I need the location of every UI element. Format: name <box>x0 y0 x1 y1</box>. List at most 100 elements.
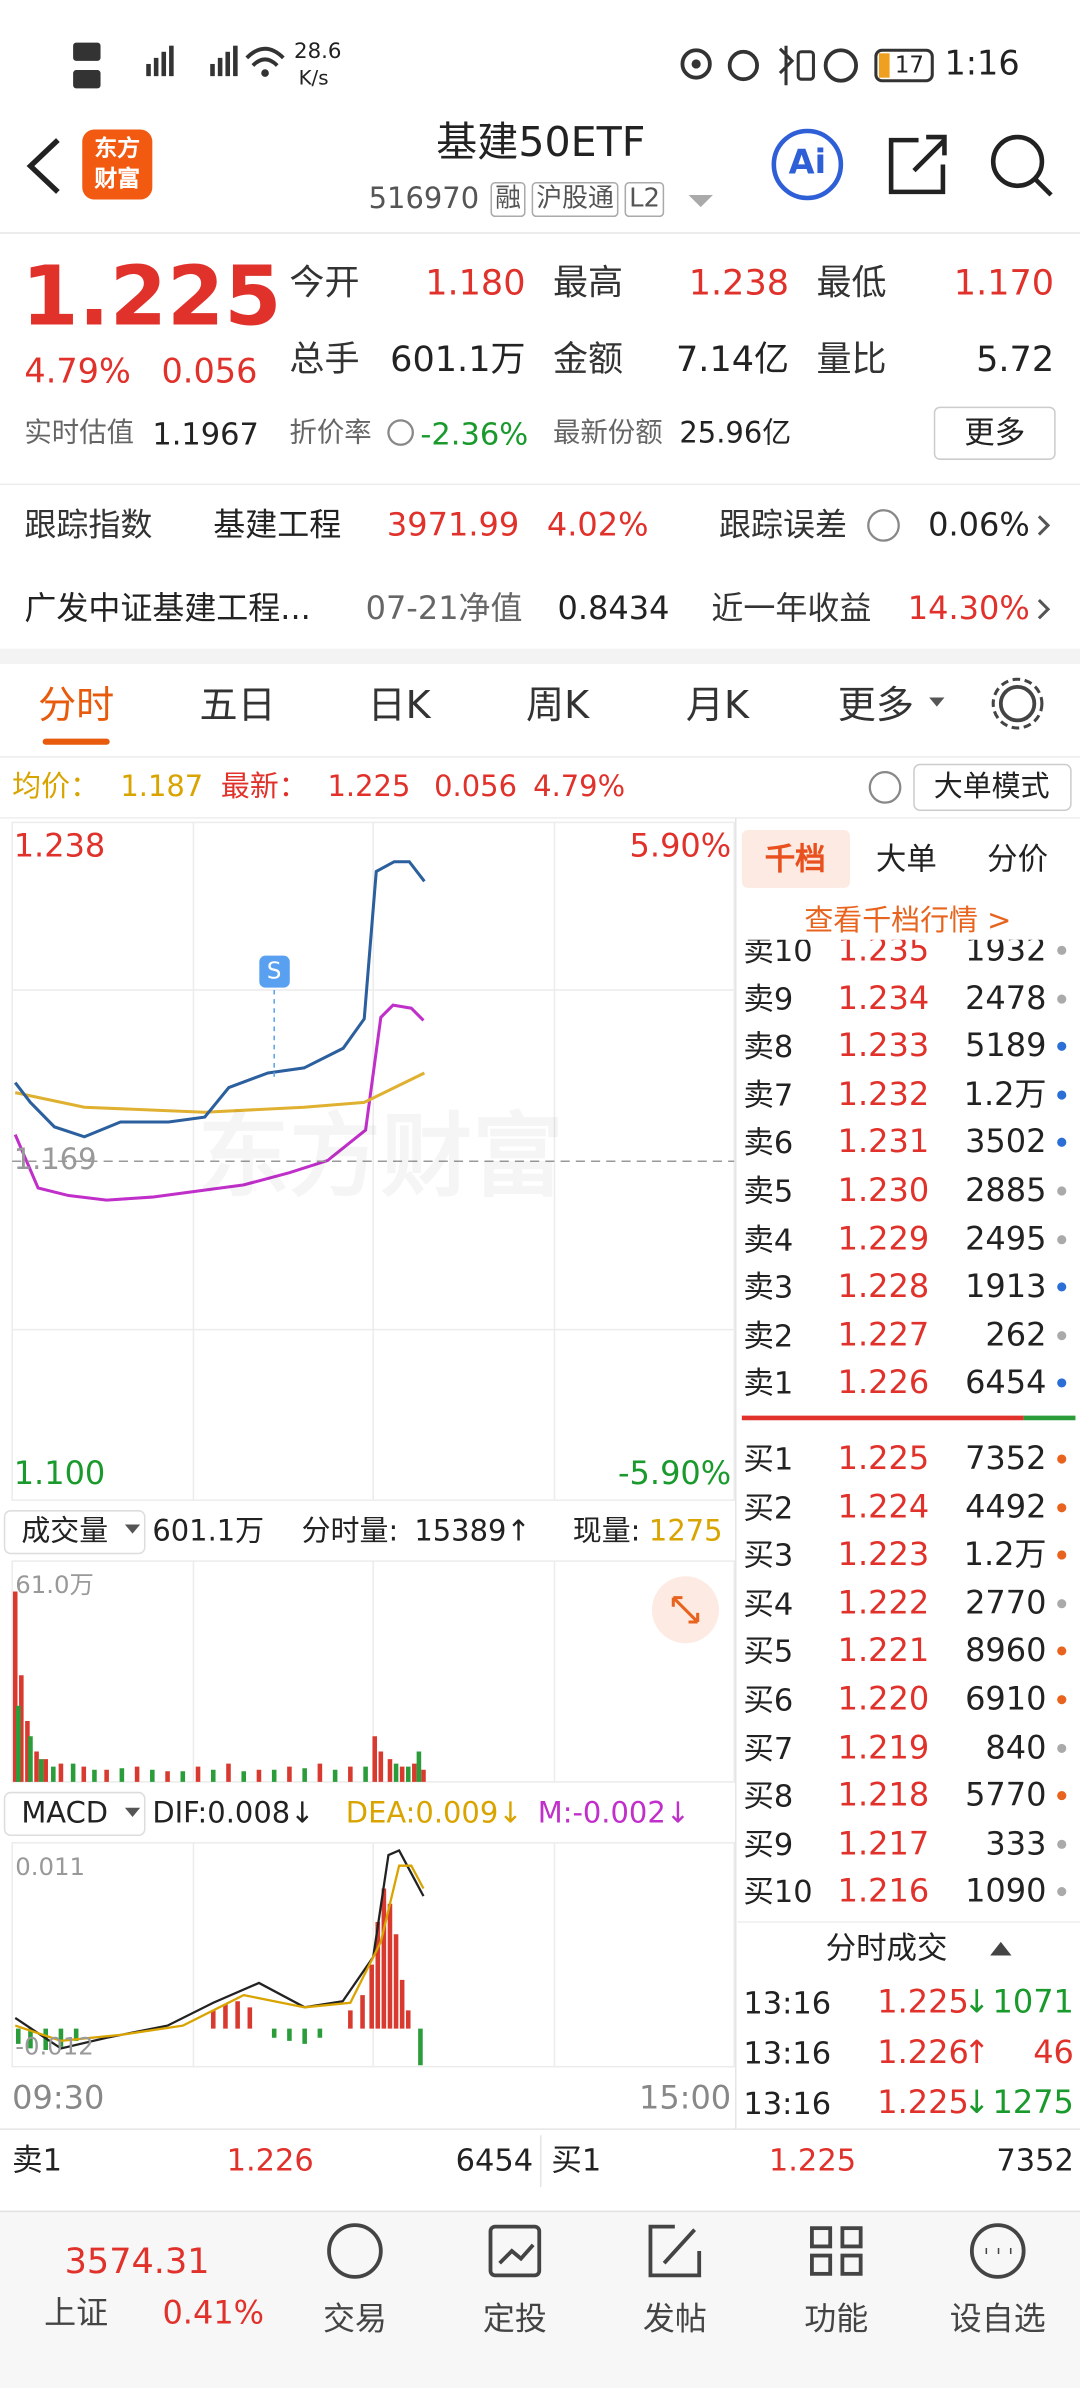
last-price: 1.225 <box>21 248 282 345</box>
book-link[interactable]: 查看千档行情 > <box>804 903 1012 938</box>
index-percent[interactable]: 0.41% <box>162 2294 265 2331</box>
level-volume: 2495 <box>965 1220 1047 1257</box>
tracking-error-value: 0.06% <box>928 506 1030 543</box>
trade-volume: 1275 <box>992 2084 1074 2121</box>
return-value: 14.30% <box>907 590 1030 627</box>
level-volume: 1932 <box>965 939 1047 968</box>
settings-button[interactable] <box>991 677 1044 730</box>
level-price: 1.231 <box>837 1123 930 1161</box>
level-label: 卖7 <box>743 1076 794 1114</box>
index-name[interactable]: 上证 <box>44 2294 109 2331</box>
trades-title[interactable]: 分时成交 <box>825 1929 948 1967</box>
index-value[interactable]: 3574.31 <box>64 2242 210 2283</box>
level-label: 买6 <box>743 1681 794 1718</box>
trade-volume: 1071 <box>992 1983 1074 2021</box>
tick-volume-label: 分时量: <box>301 1514 399 1549</box>
book-tab[interactable]: 千档 <box>764 840 826 878</box>
mode-button[interactable]: 大单模式 <box>933 769 1050 804</box>
volume-selector-frame[interactable] <box>3 1510 146 1555</box>
fund-name[interactable]: 广发中证基建工程... <box>24 590 311 627</box>
chart-tab[interactable]: 五日 <box>199 683 276 728</box>
nav-item[interactable]: 设自选 <box>949 2300 1046 2338</box>
level-dot <box>1057 1791 1067 1801</box>
level-volume: 1090 <box>965 1873 1047 1910</box>
chart-tab[interactable]: 更多 <box>837 683 914 728</box>
nav-item[interactable]: 功能 <box>804 2300 869 2338</box>
tracking-index-percent: 4.02% <box>546 506 649 543</box>
time-start: 09:30 <box>12 2079 105 2117</box>
help-icon[interactable] <box>867 509 900 542</box>
level-label: 买2 <box>743 1488 794 1526</box>
chart-tab[interactable]: 月K <box>685 683 750 728</box>
level-price: 1.216 <box>837 1873 930 1910</box>
level-dot <box>1057 1330 1067 1340</box>
search-button[interactable] <box>990 134 1053 197</box>
ai-button[interactable] <box>771 128 844 201</box>
ai-label[interactable]: Ai <box>788 144 827 183</box>
estimate-value: 1.1967 <box>152 415 259 453</box>
section-gap <box>0 648 1080 665</box>
chevron[interactable] <box>1037 515 1051 620</box>
expand-icon[interactable] <box>671 1596 700 1624</box>
bid-list: 买1 1.225 7352 买2 1.224 4492 买3 1.223 1.2万 买4 1.222… <box>737 1432 1080 1916</box>
level-label: 卖4 <box>743 1220 794 1258</box>
nav-item[interactable]: 定投 <box>482 2300 547 2338</box>
mode-button-frame[interactable] <box>913 763 1072 811</box>
volume-selector[interactable]: 成交量 <box>21 1514 109 1549</box>
book-tab[interactable]: 大单 <box>875 840 937 878</box>
best-ask-label: 卖1 <box>12 2141 63 2178</box>
last-change: 0.056 <box>434 769 518 804</box>
nav-label: 07-21净值 <box>365 590 523 627</box>
level-volume: 1913 <box>965 1268 1047 1305</box>
stock-code: 516970 <box>368 181 480 216</box>
level-dot <box>1057 1234 1067 1244</box>
dropdown-caret[interactable] <box>688 194 713 208</box>
level-dot <box>1057 1550 1067 1560</box>
help-icon[interactable] <box>868 771 902 804</box>
caret[interactable] <box>124 1807 141 1817</box>
trade-volume: 46 <box>1033 2033 1074 2071</box>
nav-item[interactable]: 发帖 <box>642 2300 707 2338</box>
collapse-icon[interactable] <box>990 1941 1012 1956</box>
level-price: 1.228 <box>837 1268 930 1305</box>
logo-text: 东方 <box>94 134 141 163</box>
nav-icons <box>327 2223 1026 2279</box>
battery-level: 17 <box>894 51 924 79</box>
shares-value: 25.96亿 <box>679 416 792 451</box>
macd-selector[interactable]: MACD <box>21 1796 109 1830</box>
caret[interactable] <box>124 1524 141 1534</box>
chart-tab[interactable]: 日K <box>367 683 431 728</box>
level-dot <box>1057 1282 1067 1292</box>
current-volume-label: 现量: <box>572 1514 641 1549</box>
level-dot <box>1057 1743 1067 1753</box>
tracking-index[interactable]: 基建工程 <box>213 506 342 543</box>
nav-item[interactable]: 交易 <box>322 2300 387 2338</box>
level-label: 卖5 <box>743 1172 794 1210</box>
back-button[interactable] <box>26 138 60 194</box>
trade-price: 1.225 <box>877 1983 969 2021</box>
y-max-label: 1.238 <box>13 827 106 865</box>
more-button[interactable] <box>933 406 1056 460</box>
level-price: 1.230 <box>837 1171 930 1209</box>
macd-selector-frame[interactable] <box>3 1791 146 1836</box>
book-tab[interactable]: 分价 <box>987 840 1049 878</box>
level-label: 买5 <box>743 1633 794 1670</box>
level-price: 1.235 <box>837 939 930 968</box>
more-caret[interactable] <box>929 697 945 707</box>
share-button[interactable] <box>888 134 947 195</box>
level-price: 1.221 <box>837 1632 930 1670</box>
level-label: 卖6 <box>743 1124 794 1162</box>
level-dot <box>1057 1598 1067 1608</box>
signal-badge[interactable]: S <box>259 955 290 988</box>
level-label: 买4 <box>743 1585 794 1622</box>
chart-tab[interactable]: 周K <box>525 683 590 728</box>
chart-tab[interactable]: 分时 <box>38 683 115 728</box>
level-volume: 2770 <box>965 1584 1047 1621</box>
more-button-label[interactable]: 更多 <box>964 414 1026 451</box>
level-price: 1.217 <box>837 1825 930 1862</box>
info-icon[interactable] <box>387 419 414 446</box>
tab-underline <box>42 738 110 745</box>
volume-bars-decoration <box>12 1591 426 1782</box>
